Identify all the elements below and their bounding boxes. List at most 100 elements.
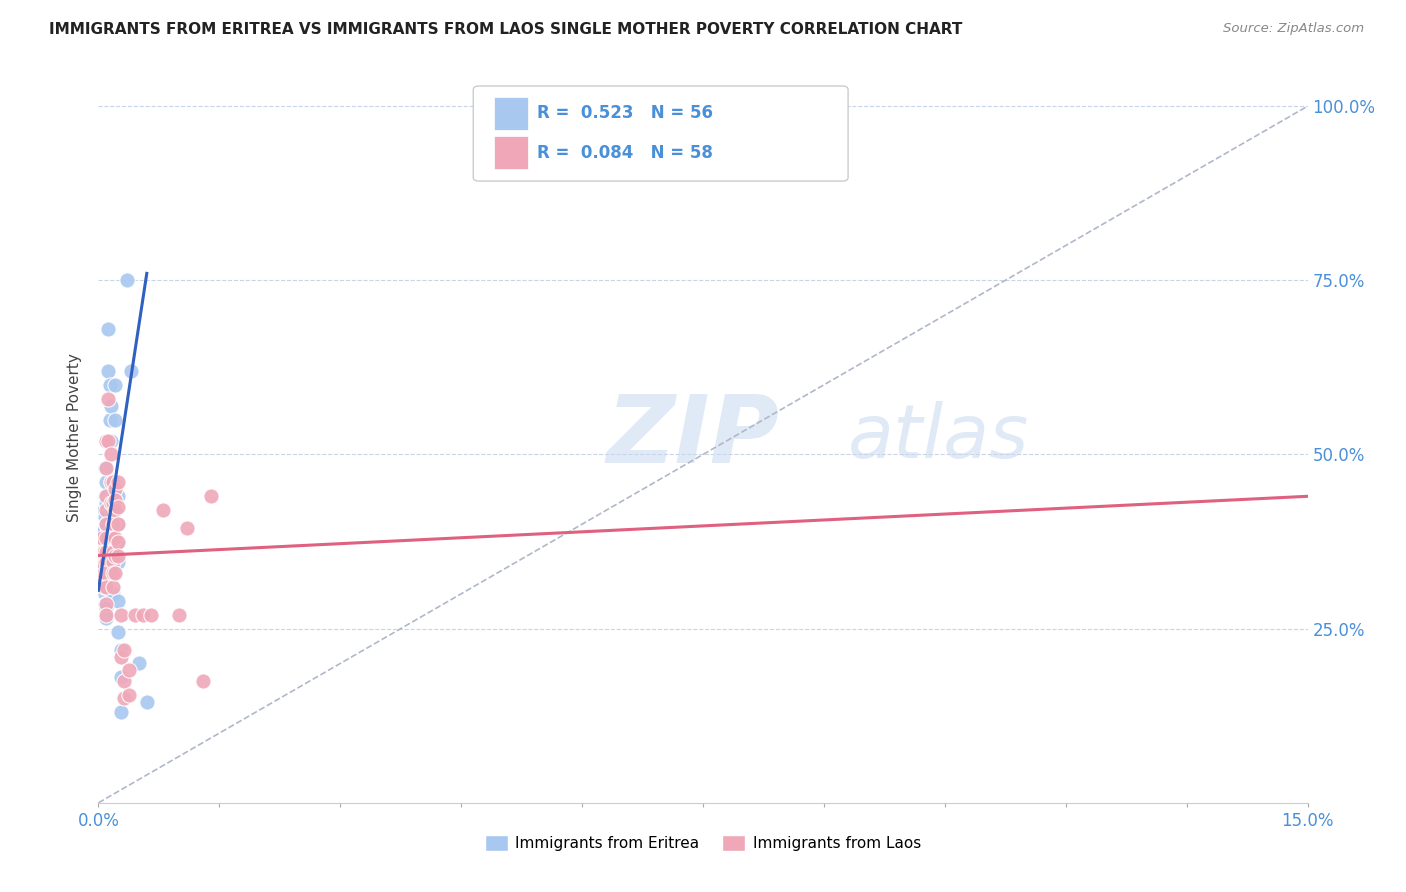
Point (167, 607, 190, 622)
Point (152, 503, 174, 517)
Point (128, 657, 150, 671)
Point (107, 489, 129, 503)
Point (94, 558, 117, 573)
Point (107, 556, 129, 570)
Point (94, 600, 117, 615)
Point (100, 475, 122, 490)
Point (94, 510, 117, 524)
Point (104, 549, 127, 563)
Point (101, 587, 124, 601)
Point (94, 503, 117, 517)
Point (112, 673, 135, 688)
Point (93, 545, 115, 559)
Point (107, 517, 129, 532)
Point (132, 607, 155, 622)
Point (107, 534, 129, 549)
Point (101, 489, 124, 503)
Point (110, 705, 132, 719)
Y-axis label: Single Mother Poverty: Single Mother Poverty (67, 352, 83, 522)
Point (91, 545, 114, 559)
Text: IMMIGRANTS FROM ERITREA VS IMMIGRANTS FROM LAOS SINGLE MOTHER POVERTY CORRELATIO: IMMIGRANTS FROM ERITREA VS IMMIGRANTS FR… (49, 22, 963, 37)
Point (94, 475, 117, 490)
Point (94, 517, 117, 532)
Point (94, 538, 117, 552)
Point (200, 489, 222, 503)
Point (94, 566, 117, 580)
Point (94, 489, 117, 503)
Point (93, 503, 115, 517)
Point (94, 496, 117, 510)
Point (91, 531, 114, 545)
Point (110, 649, 132, 664)
Point (94, 597, 117, 611)
Point (101, 566, 124, 580)
Point (97, 434, 120, 448)
Point (97, 364, 120, 378)
Point (94, 611, 117, 625)
Point (139, 607, 162, 622)
Point (94, 549, 117, 563)
Point (94, 566, 117, 580)
FancyBboxPatch shape (474, 86, 848, 181)
Point (98, 412, 121, 426)
Point (107, 594, 129, 608)
Point (97, 322, 120, 336)
Point (94, 461, 117, 475)
Point (101, 531, 124, 545)
Point (97, 392, 120, 406)
Point (110, 607, 132, 622)
Point (94, 545, 117, 559)
Point (94, 434, 117, 448)
Point (101, 556, 124, 570)
Point (93, 580, 115, 594)
Point (100, 475, 122, 490)
Point (104, 503, 127, 517)
Point (94, 538, 117, 552)
Point (94, 587, 117, 601)
Text: atlas: atlas (848, 401, 1029, 473)
Point (94, 580, 117, 594)
Point (193, 673, 215, 688)
Point (94, 556, 117, 570)
Point (91, 531, 114, 545)
Point (93, 566, 115, 580)
Point (135, 695, 157, 709)
Point (98, 377, 121, 392)
Point (176, 521, 198, 535)
Point (94, 434, 117, 448)
Point (101, 580, 124, 594)
Point (101, 534, 124, 549)
Point (91, 556, 114, 570)
Text: R =  0.084   N = 58: R = 0.084 N = 58 (537, 144, 713, 161)
Point (107, 517, 129, 532)
Point (94, 597, 117, 611)
Point (101, 517, 124, 532)
Legend: Immigrants from Eritrea, Immigrants from Laos: Immigrants from Eritrea, Immigrants from… (478, 830, 928, 857)
Point (100, 496, 122, 510)
Point (101, 558, 124, 573)
Point (101, 496, 124, 510)
Point (94, 461, 117, 475)
Point (107, 475, 129, 490)
Point (104, 492, 127, 507)
Point (104, 531, 127, 545)
Point (107, 625, 129, 640)
Point (101, 475, 124, 490)
Point (100, 503, 122, 517)
Point (118, 688, 141, 702)
Text: R =  0.523   N = 56: R = 0.523 N = 56 (537, 104, 713, 122)
Text: Source: ZipAtlas.com: Source: ZipAtlas.com (1223, 22, 1364, 36)
FancyBboxPatch shape (494, 136, 527, 169)
Point (115, 273, 138, 287)
Point (91, 573, 114, 587)
Point (94, 527, 117, 541)
Point (120, 364, 142, 378)
Point (112, 691, 135, 706)
Point (100, 434, 122, 448)
Point (91, 558, 114, 573)
Point (93, 569, 115, 583)
Point (91, 541, 114, 556)
Point (101, 545, 124, 559)
Point (101, 545, 124, 559)
Point (112, 642, 135, 657)
